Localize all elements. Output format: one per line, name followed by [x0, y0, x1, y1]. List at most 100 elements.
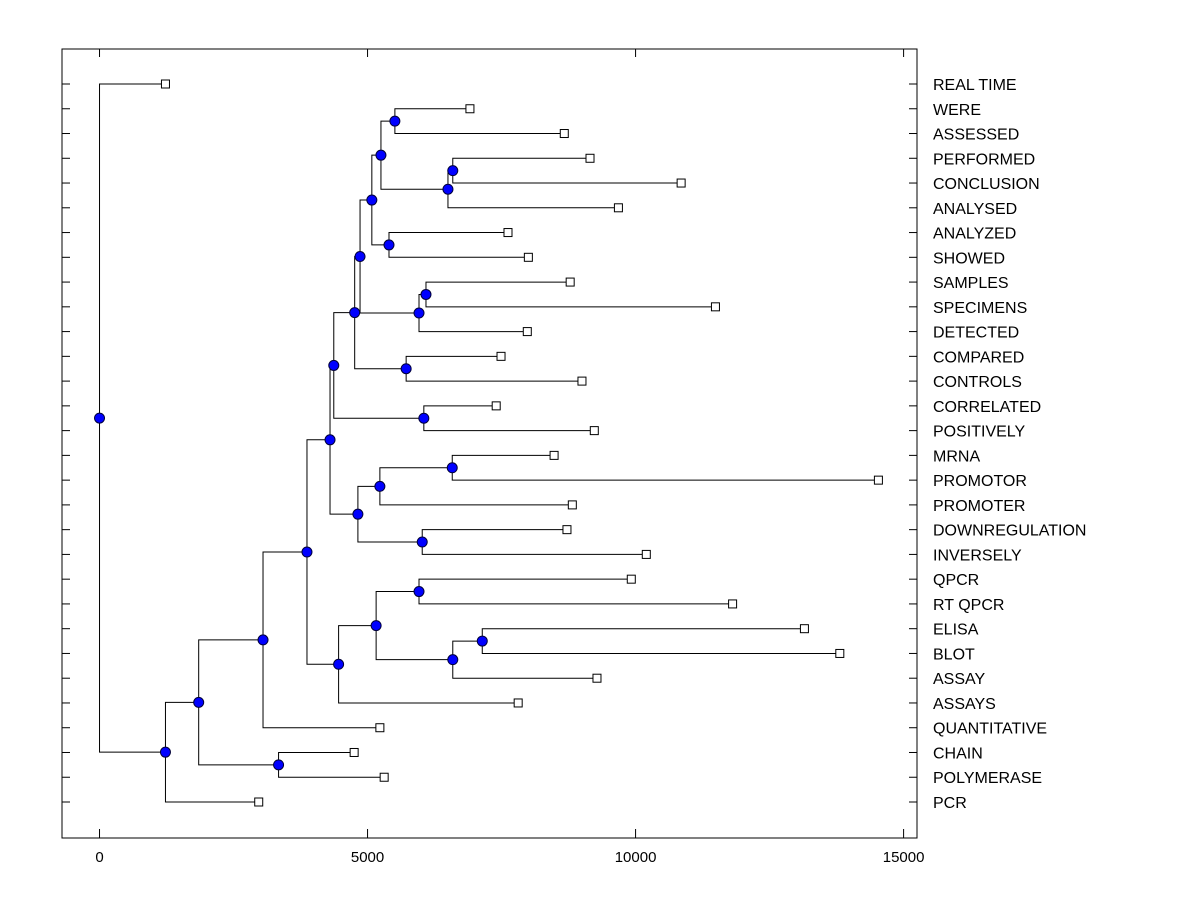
axis-ticks: [62, 49, 917, 838]
leaf-marker: [799, 624, 809, 634]
leaf-label: BLOT: [933, 646, 975, 663]
leaf-label: PERFORMED: [933, 151, 1035, 168]
dendrogram-link: [375, 625, 453, 661]
leaf-marker: [565, 277, 575, 287]
leaf-label: ASSESSED: [933, 127, 1019, 144]
dendrogram-link: [451, 467, 879, 481]
leaf-marker: [710, 302, 720, 312]
cluster-node: [375, 149, 387, 161]
dendrogram-link: [452, 157, 591, 171]
dendrogram-link: [481, 628, 805, 642]
leaf-marker: [873, 475, 883, 485]
cluster-node: [366, 194, 378, 206]
cluster-node: [159, 746, 171, 758]
cluster-node: [446, 462, 458, 474]
leaf-label: ASSAYS: [933, 696, 996, 713]
leaf-label: QUANTITATIVE: [933, 721, 1047, 738]
x-tick-label: 5000: [351, 849, 384, 866]
dendrogram-link: [418, 578, 632, 592]
dendrogram-link: [306, 552, 339, 665]
dendrogram-link: [394, 121, 565, 135]
dendrogram-link: [375, 591, 420, 626]
leaf-label: ANALYZED: [933, 226, 1016, 243]
cluster-node: [383, 239, 395, 251]
dendrogram-link: [359, 256, 420, 314]
cluster-node: [354, 251, 366, 263]
dendrogram-link: [357, 485, 380, 515]
leaf-label: QPCR: [933, 572, 979, 589]
leaf-marker: [522, 327, 532, 337]
leaf-marker: [676, 178, 686, 188]
cluster-node: [193, 696, 205, 708]
leaf-labels: REAL TIME WERE ASSESSED PERFORMED CONCLUSION…: [933, 77, 1086, 812]
cluster-node: [333, 658, 345, 670]
dendrogram-link: [380, 155, 448, 190]
dendrogram-link: [262, 551, 307, 640]
leaf-marker: [589, 426, 599, 436]
leaf-label: POSITIVELY: [933, 424, 1026, 441]
leaf-marker: [491, 401, 501, 411]
x-tick-labels: 0 5000 10000 15000: [95, 849, 924, 866]
dendrogram-link: [278, 764, 385, 778]
cluster-node: [413, 307, 425, 319]
leaf-label: POLYMERASE: [933, 770, 1042, 787]
leaf-label: SAMPLES: [933, 275, 1009, 292]
leaf-label: CORRELATED: [933, 399, 1041, 416]
dendrogram-link: [164, 752, 259, 803]
dendrogram-link: [405, 355, 502, 369]
dendrogram-link: [278, 751, 355, 765]
cluster-node: [324, 434, 336, 446]
dendrogram-link: [333, 312, 355, 366]
leaf-label: MRNA: [933, 448, 980, 465]
leaf-marker: [254, 797, 264, 807]
dendrogram-link: [421, 542, 647, 555]
dendrogram-link: [447, 189, 619, 209]
cluster-node: [257, 634, 269, 646]
leaf-marker: [835, 648, 845, 658]
dendrogram-link: [371, 154, 381, 201]
dendrogram-link: [425, 294, 716, 308]
dendrogram-link: [371, 200, 389, 246]
cluster-node: [442, 183, 454, 195]
leaf-label: ANALYSED: [933, 201, 1017, 218]
dendrogram-link: [379, 467, 453, 487]
leaf-label: INVERSELY: [933, 547, 1022, 564]
cluster-node: [420, 288, 432, 300]
leaf-marker: [728, 599, 738, 609]
leaf-marker: [349, 747, 359, 757]
cluster-node: [447, 165, 459, 177]
cluster-node: [374, 480, 386, 492]
leaf-label: PROMOTER: [933, 498, 1025, 515]
leaf-marker: [549, 450, 559, 460]
cluster-node: [389, 115, 401, 127]
leaf-label: REAL TIME: [933, 77, 1017, 94]
dendrogram-link: [359, 199, 372, 257]
leaf-label: RT QPCR: [933, 597, 1004, 614]
dendrogram-link: [421, 529, 567, 543]
leaf-marker: [613, 203, 623, 213]
dendrogram-link: [99, 83, 166, 419]
dendrogram-link: [418, 313, 528, 333]
cluster-node: [301, 546, 313, 558]
cluster-node: [349, 307, 361, 319]
leaf-marker: [465, 104, 475, 114]
dendrogram-link: [198, 702, 279, 766]
cluster-node: [447, 654, 459, 666]
cluster-node: [418, 412, 430, 424]
leaf-markers: [160, 79, 883, 807]
leaf-marker: [496, 351, 506, 361]
x-tick-label: 15000: [883, 849, 925, 866]
dendrogram-link: [423, 405, 497, 419]
leaf-label: CONCLUSION: [933, 176, 1040, 193]
dendrogram-link: [481, 641, 840, 654]
dendrogram-links: [99, 83, 879, 803]
dendrogram-link: [354, 256, 361, 313]
leaf-marker: [562, 525, 572, 535]
leaf-label: DETECTED: [933, 325, 1019, 342]
dendrogram-link: [262, 639, 380, 729]
leaf-marker: [513, 698, 523, 708]
leaf-label: SPECIMENS: [933, 300, 1027, 317]
leaf-label: WERE: [933, 102, 981, 119]
dendrogram-link: [388, 244, 529, 258]
